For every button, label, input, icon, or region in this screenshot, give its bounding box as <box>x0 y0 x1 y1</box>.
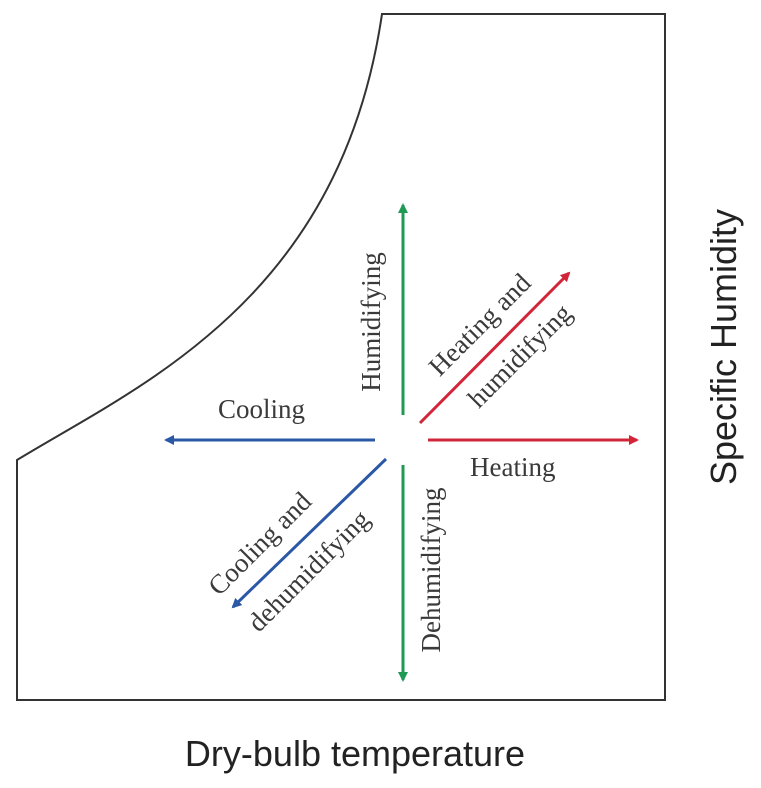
heating-humidifying-arrow <box>418 271 571 425</box>
cooling-dehumidifying-arrow <box>231 457 388 609</box>
heating-label: Heating <box>470 452 555 482</box>
x-axis-label: Dry-bulb temperature <box>185 733 525 774</box>
cooling-label: Cooling <box>218 394 305 424</box>
y-axis-label: Specific Humidity <box>703 209 744 485</box>
dehumidifying-label: Dehumidifying <box>416 488 446 653</box>
chart-frame <box>16 13 666 701</box>
humidifying-label: Humidifying <box>356 252 386 392</box>
